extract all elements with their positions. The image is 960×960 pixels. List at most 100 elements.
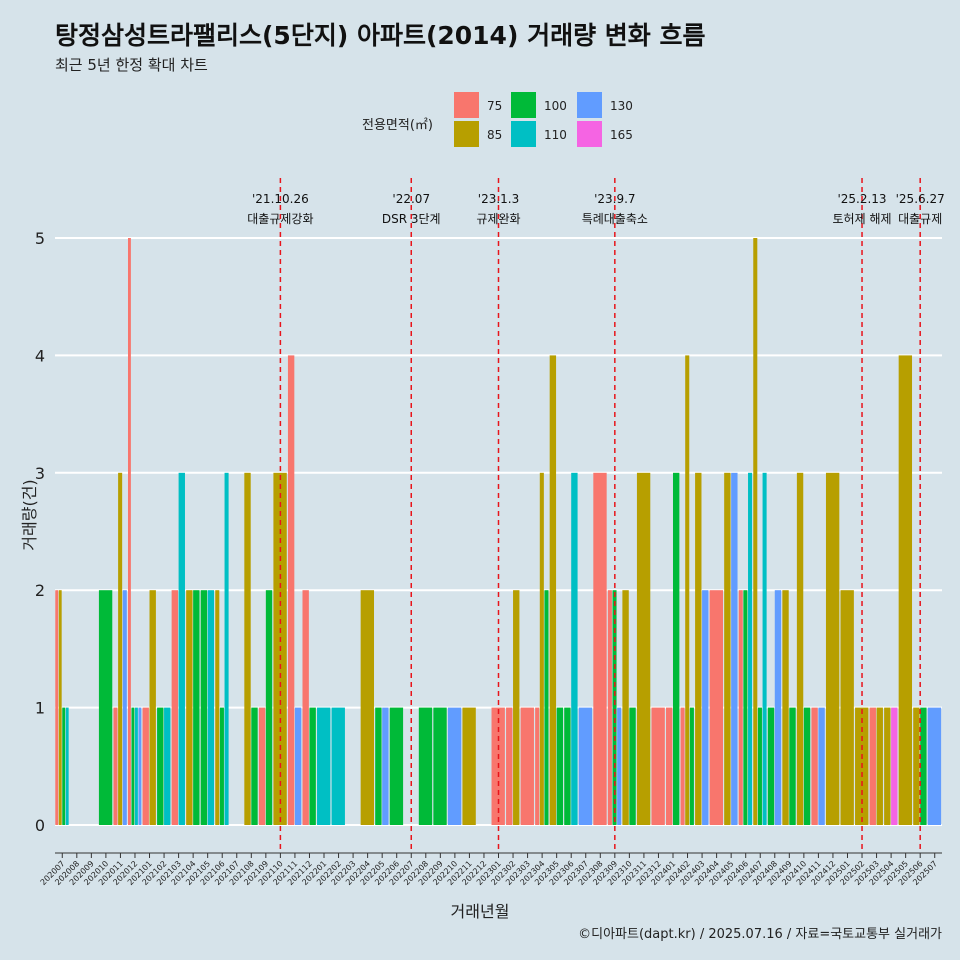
y-tick-label: 3 <box>35 464 45 483</box>
event-label-202506: 대출규제 <box>898 212 942 226</box>
bar-202209-100 <box>433 707 447 825</box>
bar-202204-85 <box>360 590 375 825</box>
bar-202106-85 <box>215 590 220 825</box>
bar-202302-85 <box>513 590 520 825</box>
bar-202109-100 <box>265 590 273 825</box>
bar-202304-85 <box>539 472 544 825</box>
bar-202105-110 <box>207 590 215 825</box>
bar-202402-85 <box>685 355 690 825</box>
bar-202404-75 <box>709 590 723 825</box>
bar-202108-100 <box>251 707 258 825</box>
bar-202105-100 <box>200 590 208 825</box>
event-label-202207: DSR 3단계 <box>382 212 441 226</box>
bar-202305-100 <box>556 707 564 825</box>
bar-202408-100 <box>767 707 775 825</box>
y-tick-label: 4 <box>35 346 45 365</box>
bar-202501-85 <box>840 590 854 825</box>
bar-202405-85 <box>724 472 731 825</box>
event-date-202502: '25.2.13 <box>837 192 886 206</box>
event-date-202506: '25.6.27 <box>896 192 945 206</box>
bar-202007-75 <box>55 590 59 825</box>
legend-item-165: 165 <box>577 121 637 149</box>
bar-202403-130 <box>702 590 709 825</box>
bar-202506-85 <box>913 707 920 825</box>
legend-item-75: 75 <box>454 92 514 120</box>
legend-item-85: 85 <box>454 121 514 149</box>
legend-label-110: 110 <box>544 128 567 142</box>
bar-202308-75 <box>593 472 607 825</box>
bar-202211-85 <box>462 707 476 825</box>
bar-202012-100 <box>131 707 135 825</box>
bar-202108-85 <box>244 472 251 825</box>
bar-202401-100 <box>672 472 680 825</box>
event-date-202110: '21.10.26 <box>252 192 309 206</box>
legend-item-110: 110 <box>511 121 571 149</box>
bar-202101-75 <box>142 707 149 825</box>
bar-202309-100 <box>612 590 617 825</box>
y-tick-label: 0 <box>35 816 45 835</box>
legend-label-100: 100 <box>544 99 567 113</box>
bar-202309-130 <box>617 707 622 825</box>
bar-202202-110 <box>331 707 345 825</box>
bar-202304-75 <box>535 707 540 825</box>
bar-202409-100 <box>789 707 796 825</box>
event-date-202207: '22.07 <box>392 192 430 206</box>
bar-202112-75 <box>302 590 309 825</box>
bar-202410-100 <box>803 707 811 825</box>
bar-202011-85 <box>118 472 123 825</box>
bar-202504-165 <box>891 707 898 825</box>
bar-202112-100 <box>309 707 316 825</box>
bar-202012-130 <box>138 707 142 825</box>
legend-item-100: 100 <box>511 92 571 120</box>
bar-202403-85 <box>695 472 702 825</box>
bar-202106-100 <box>219 707 224 825</box>
bar-202210-130 <box>447 707 462 825</box>
bar-202010-100 <box>98 590 113 825</box>
bar-202205-100 <box>375 707 382 825</box>
bar-202303-75 <box>520 707 534 825</box>
bar-202407-85 <box>753 238 758 825</box>
bar-202101-85 <box>149 590 156 825</box>
bar-202312-75 <box>651 707 665 825</box>
bar-202011-130 <box>122 590 127 825</box>
bar-202309-75 <box>607 590 612 825</box>
bar-202406-75 <box>738 590 743 825</box>
bar-202409-85 <box>782 590 789 825</box>
bar-202111-130 <box>294 707 302 825</box>
bar-202306-100 <box>564 707 571 825</box>
bar-202208-100 <box>418 707 433 825</box>
bar-202310-100 <box>629 707 636 825</box>
bar-202307-130 <box>578 707 593 825</box>
legend: 전용면적(㎡) 75 85 100 110 130 165 <box>362 92 662 152</box>
bar-202310-85 <box>622 590 629 825</box>
legend-title: 전용면적(㎡) <box>362 118 433 133</box>
bar-202206-100 <box>389 707 404 825</box>
bar-202102-110 <box>164 707 171 825</box>
bar-202505-85 <box>898 355 913 825</box>
bar-202012-110 <box>134 707 138 825</box>
bar-202311-85 <box>636 472 651 825</box>
legend-label-75: 75 <box>487 99 503 113</box>
legend-label-130: 130 <box>610 99 633 113</box>
bar-202104-100 <box>193 590 200 825</box>
bar-202106-110 <box>224 472 229 825</box>
legend-item-130: 130 <box>577 92 637 120</box>
legend-label-165: 165 <box>610 128 633 142</box>
event-label-202309: 특례대출축소 <box>582 212 648 226</box>
bar-202401-75 <box>666 707 673 825</box>
bar-202302-75 <box>506 707 513 825</box>
legend-swatch-110 <box>511 121 536 147</box>
bar-202405-130 <box>731 472 738 825</box>
bar-202402-75 <box>680 707 685 825</box>
bar-202407-110 <box>762 472 767 825</box>
event-date-202309: '23.9.7 <box>594 192 635 206</box>
bar-202507-130 <box>927 707 942 825</box>
y-tick-label: 1 <box>35 699 45 718</box>
bar-202103-75 <box>171 590 178 825</box>
bar-202007-100 <box>62 707 66 825</box>
bar-202111-75 <box>287 355 295 825</box>
bar-202506-100 <box>920 707 927 825</box>
legend-swatch-100 <box>511 92 536 118</box>
bar-202408-130 <box>774 590 782 825</box>
